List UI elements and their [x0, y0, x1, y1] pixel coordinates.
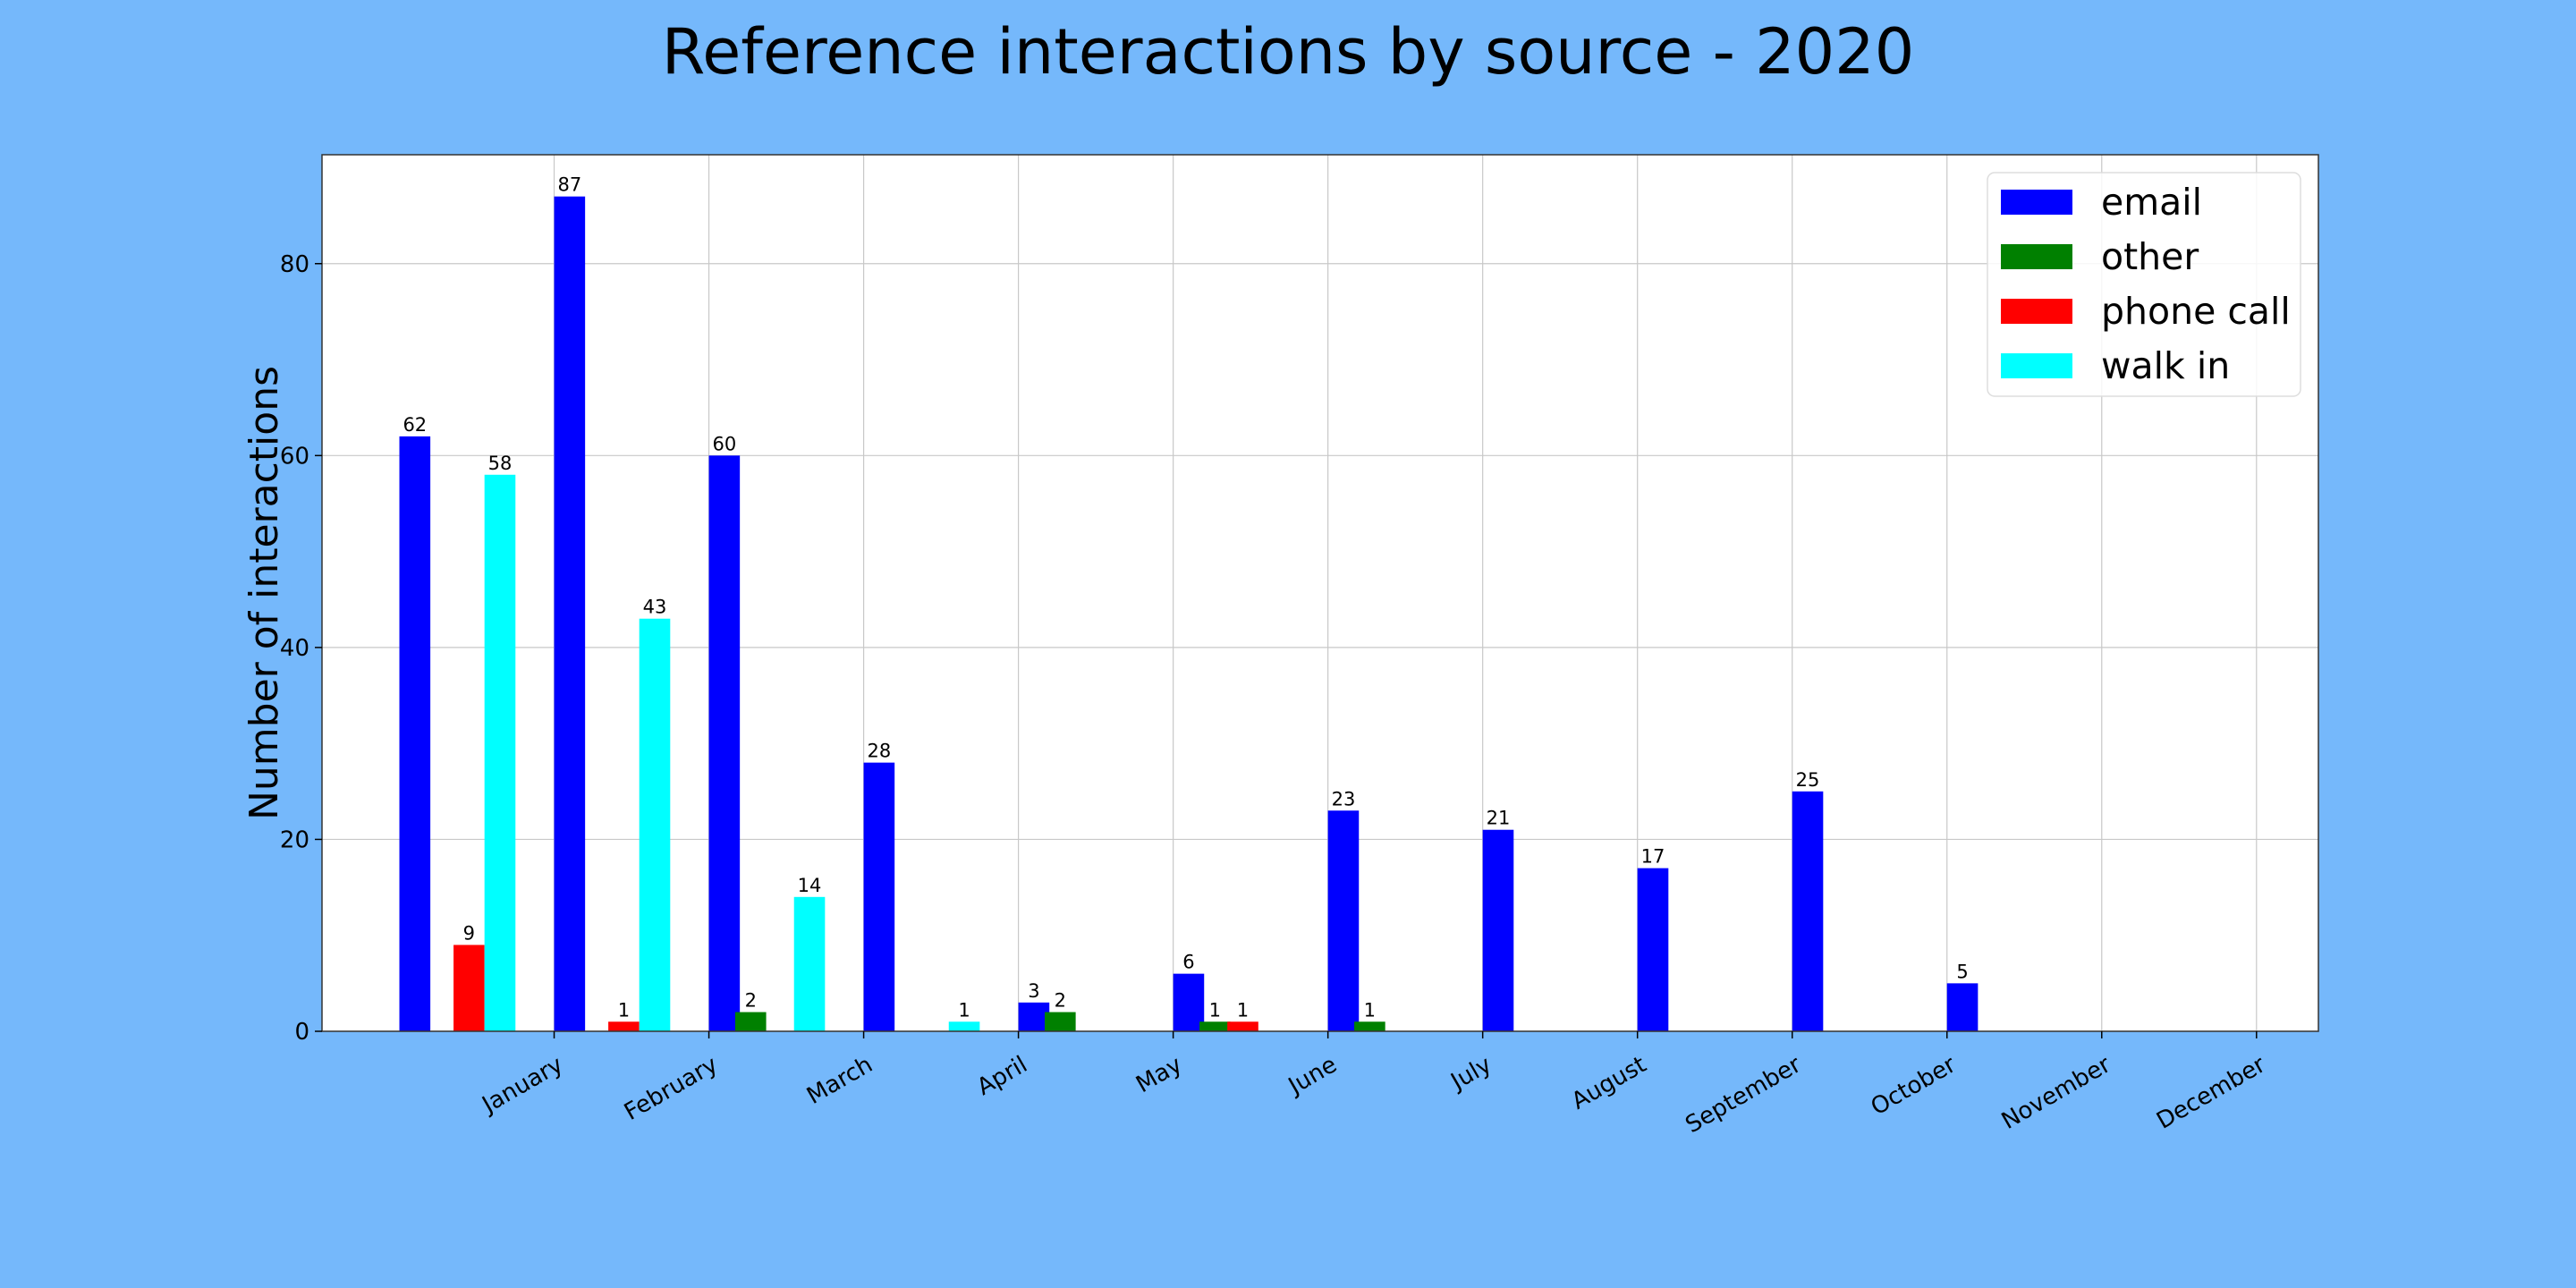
- data-label: 9: [463, 922, 475, 944]
- bar-walk-in: [948, 1021, 980, 1031]
- data-label: 21: [1487, 808, 1511, 829]
- data-label: 1: [618, 999, 630, 1021]
- legend-label: walk in: [2101, 344, 2230, 387]
- x-tick-label: May: [1131, 1051, 1187, 1098]
- bar-email: [863, 762, 895, 1031]
- legend-label: email: [2101, 181, 2202, 224]
- bar-other: [1354, 1021, 1385, 1031]
- data-label: 1: [1364, 999, 1376, 1021]
- data-label: 3: [1028, 980, 1039, 1002]
- data-label: 62: [402, 414, 427, 436]
- bar-email: [1946, 983, 1979, 1031]
- bar-email: [708, 455, 741, 1031]
- legend-swatch-phone-call: [2001, 299, 2072, 324]
- x-tick-label: July: [1445, 1051, 1496, 1096]
- x-tick-label: August: [1567, 1051, 1651, 1114]
- data-label: 2: [1055, 990, 1066, 1012]
- bar-email: [1482, 829, 1514, 1031]
- x-tick-label: January: [477, 1051, 568, 1119]
- data-label: 58: [488, 453, 513, 474]
- bar-email: [1637, 868, 1669, 1031]
- legend-swatch-other: [2001, 244, 2072, 269]
- x-tick-label: December: [2152, 1051, 2270, 1135]
- y-tick-label: 40: [280, 635, 309, 662]
- bar-email: [1173, 973, 1205, 1031]
- bar-email: [554, 196, 586, 1031]
- x-tick-label: April: [972, 1051, 1031, 1101]
- data-label: 1: [1237, 999, 1249, 1021]
- legend: email other phone call walk in: [1987, 172, 2301, 397]
- data-label: 2: [745, 990, 757, 1012]
- bars: [399, 196, 1979, 1031]
- bar-email: [1792, 791, 1824, 1031]
- bar-email: [1018, 1002, 1050, 1031]
- bar-other: [734, 1012, 767, 1031]
- data-label: 60: [712, 433, 736, 454]
- data-label: 14: [798, 875, 822, 896]
- bar-other: [1199, 1021, 1231, 1031]
- x-tick-label: March: [802, 1051, 877, 1110]
- bar-walk-in: [484, 474, 516, 1031]
- bar-other: [1045, 1012, 1076, 1031]
- legend-label: phone call: [2101, 290, 2291, 333]
- data-label: 6: [1182, 952, 1194, 973]
- bar-phone-call: [608, 1021, 640, 1031]
- x-tick-label: September: [1681, 1051, 1806, 1139]
- legend-swatch-walk-in: [2001, 353, 2072, 378]
- data-label: 43: [643, 597, 667, 618]
- plot-border: [321, 154, 2319, 1032]
- bar-email: [399, 436, 431, 1031]
- y-tick-label: 0: [294, 1019, 309, 1046]
- y-tick-label: 60: [280, 443, 309, 470]
- data-label: 87: [557, 174, 581, 196]
- bar-phone-call: [1227, 1021, 1258, 1031]
- data-label: 5: [1956, 961, 1968, 982]
- x-tick-label: November: [1997, 1051, 2115, 1135]
- x-tick-label: February: [620, 1051, 723, 1126]
- data-label: 17: [1641, 846, 1665, 868]
- data-label: 28: [868, 741, 892, 762]
- bar-walk-in: [793, 896, 826, 1031]
- y-axis-label: Number of interactions: [242, 366, 287, 820]
- legend-swatch-email: [2001, 190, 2072, 215]
- bar-email: [1327, 810, 1360, 1031]
- x-tick-label: June: [1283, 1051, 1342, 1100]
- y-tick-label: 20: [280, 826, 309, 853]
- legend-box: [1987, 172, 2301, 397]
- data-label: 23: [1332, 788, 1356, 809]
- legend-label: other: [2101, 235, 2199, 278]
- data-label: 1: [1209, 999, 1221, 1021]
- data-label: 1: [958, 999, 970, 1021]
- bar-walk-in: [639, 618, 671, 1031]
- chart-title: Reference interactions by source - 2020: [662, 15, 1915, 89]
- x-tick-label: October: [1867, 1051, 1961, 1121]
- y-tick-label: 80: [280, 251, 309, 278]
- data-label: 25: [1796, 769, 1820, 791]
- bar-phone-call: [453, 945, 485, 1031]
